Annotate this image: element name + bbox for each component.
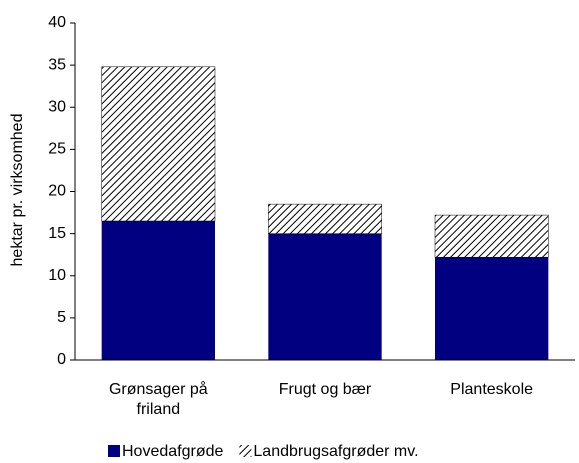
- y-tick-label: 0: [57, 351, 66, 368]
- x-tick-label: Planteskole: [450, 381, 534, 398]
- y-tick-label: 15: [48, 225, 66, 242]
- y-tick-label: 35: [48, 56, 66, 73]
- x-tick-label: Grønsager på friland: [108, 381, 208, 418]
- y-tick-label: 20: [48, 183, 66, 200]
- y-tick-label: 40: [48, 14, 66, 31]
- y-axis-label: hektar pr. virksomhed: [9, 114, 26, 267]
- bar-segment: [434, 214, 549, 258]
- legend-swatch: [108, 445, 120, 457]
- bar-segment: [101, 220, 215, 360]
- y-tick-label: 25: [48, 141, 66, 158]
- x-tick-label: Frugt og bær: [278, 381, 372, 398]
- bar-segment: [268, 233, 382, 360]
- legend-swatch: [239, 445, 252, 457]
- bar-segment: [268, 203, 382, 234]
- y-tick-label: 10: [48, 267, 66, 284]
- legend-label: Landbrugsafgrøder mv.: [253, 443, 418, 460]
- legend-label: Hovedafgrøde: [122, 443, 223, 460]
- y-tick-label: 30: [48, 98, 66, 115]
- bar-segment: [435, 257, 549, 360]
- y-tick-label: 5: [57, 309, 66, 326]
- bar-segment: [101, 66, 216, 222]
